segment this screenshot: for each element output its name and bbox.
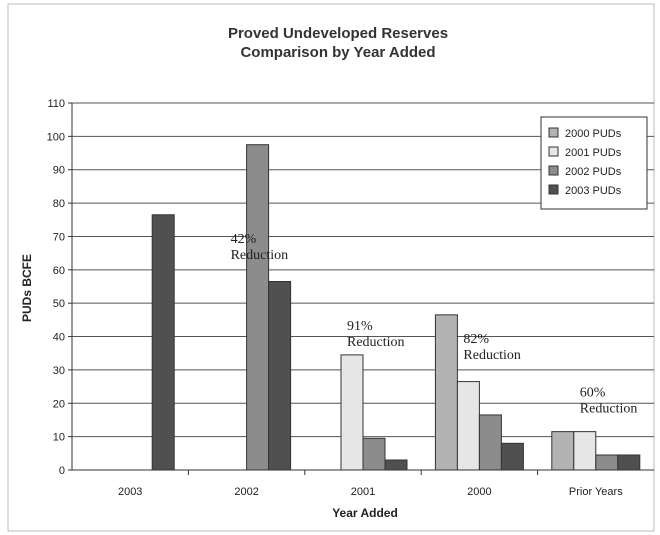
x-tick-label-1: 2002 [234, 486, 258, 498]
legend-label-2: 2002 PUDs [565, 166, 622, 178]
bar-1-2 [246, 144, 270, 471]
legend-label-1: 2001 PUDs [565, 147, 622, 159]
annotation-1-line-1: Reduction [347, 335, 405, 350]
bar-3-1 [456, 381, 480, 471]
legend-swatch-0 [548, 127, 559, 138]
y-tick-label-50: 50 [53, 298, 65, 310]
legend-label-3: 2003 PUDs [565, 185, 622, 197]
annotation-3-line-0: 60% [580, 386, 606, 401]
y-tick-label-20: 20 [53, 398, 65, 410]
y-tick-label-80: 80 [53, 198, 65, 210]
bar-1-3 [268, 280, 292, 471]
chart-title-line-1: Proved Undeveloped Reserves [228, 25, 448, 42]
bar-4-2 [595, 454, 619, 471]
annotation-3-line-1: Reduction [580, 402, 638, 417]
legend-box [540, 116, 648, 210]
x-tick-label-0: 2003 [118, 486, 142, 498]
bar-0-3 [151, 214, 175, 471]
chart-border [7, 3, 655, 532]
annotation-0-line-0: 42% [231, 232, 257, 247]
y-tick-label-10: 10 [53, 432, 65, 444]
y-tick-label-40: 40 [53, 332, 65, 344]
annotation-2-line-0: 82% [463, 332, 489, 347]
chart-title-line-2: Comparison by Year Added [240, 44, 435, 61]
x-tick-label-4: Prior Years [569, 486, 623, 498]
legend-label-0: 2000 PUDs [565, 128, 622, 140]
annotation-1-line-0: 91% [347, 319, 373, 334]
y-tick-label-110: 110 [47, 98, 65, 110]
x-axis-label: Year Added [332, 506, 398, 520]
y-tick-label-60: 60 [53, 265, 65, 277]
y-tick-label-70: 70 [53, 231, 65, 243]
bar-3-0 [434, 314, 458, 471]
y-tick-label-90: 90 [53, 165, 65, 177]
bar-4-0 [551, 431, 575, 471]
y-tick-label-0: 0 [59, 465, 65, 477]
axes: 0 10 20 30 40 50 60 70 80 90 100 110 2003 2002 2001 200… [47, 98, 654, 498]
x-tick-label-2: 2001 [351, 486, 375, 498]
bar-3-3 [500, 442, 524, 471]
annotation-2-line-1: Reduction [463, 348, 521, 363]
legend-swatch-3 [548, 184, 559, 195]
legend-swatch-1 [548, 146, 559, 157]
bars [151, 144, 641, 471]
bar-4-3 [617, 454, 641, 471]
bar-2-1 [340, 354, 364, 471]
legend: 2000 PUDs 2001 PUDs 2002 PUDs 2003 PUDs [540, 116, 648, 210]
y-tick-label-100: 100 [47, 131, 65, 143]
y-tick-label-30: 30 [53, 365, 65, 377]
bar-3-2 [478, 414, 502, 471]
y-axis-label: PUDs BCFE [20, 254, 34, 322]
legend-swatch-2 [548, 165, 559, 176]
bar-2-2 [362, 437, 386, 471]
bar-2-3 [384, 459, 408, 471]
annotation-0-line-1: Reduction [231, 248, 289, 263]
bar-4-1 [573, 431, 597, 471]
x-tick-label-3: 2000 [467, 486, 491, 498]
